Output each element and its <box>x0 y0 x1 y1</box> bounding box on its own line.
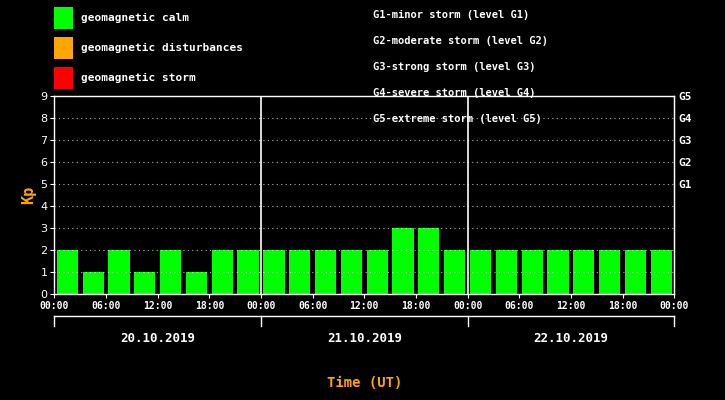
Bar <box>341 250 362 294</box>
Bar <box>625 250 646 294</box>
Bar <box>418 228 439 294</box>
Bar <box>367 250 388 294</box>
Bar <box>57 250 78 294</box>
Text: 20.10.2019: 20.10.2019 <box>120 332 195 344</box>
Text: G4-severe storm (level G4): G4-severe storm (level G4) <box>373 88 536 98</box>
Text: G3-strong storm (level G3): G3-strong storm (level G3) <box>373 62 536 72</box>
Bar <box>289 250 310 294</box>
Text: 22.10.2019: 22.10.2019 <box>534 332 608 344</box>
Text: geomagnetic storm: geomagnetic storm <box>81 73 196 83</box>
Text: Time (UT): Time (UT) <box>327 376 402 390</box>
Bar <box>108 250 130 294</box>
Bar <box>212 250 233 294</box>
Bar <box>263 250 284 294</box>
Bar <box>521 250 543 294</box>
Bar <box>186 272 207 294</box>
Text: G5-extreme storm (level G5): G5-extreme storm (level G5) <box>373 114 542 124</box>
Bar <box>651 250 672 294</box>
Text: G2-moderate storm (level G2): G2-moderate storm (level G2) <box>373 36 548 46</box>
Text: geomagnetic disturbances: geomagnetic disturbances <box>81 43 243 53</box>
Y-axis label: Kp: Kp <box>21 186 36 204</box>
Bar <box>444 250 465 294</box>
Bar <box>573 250 594 294</box>
Text: G1-minor storm (level G1): G1-minor storm (level G1) <box>373 10 530 20</box>
Text: 21.10.2019: 21.10.2019 <box>327 332 402 344</box>
Bar <box>83 272 104 294</box>
Bar <box>470 250 491 294</box>
Bar <box>392 228 414 294</box>
Text: geomagnetic calm: geomagnetic calm <box>81 13 189 23</box>
Bar <box>134 272 155 294</box>
Bar <box>496 250 517 294</box>
Bar <box>160 250 181 294</box>
Bar <box>547 250 568 294</box>
Bar <box>238 250 259 294</box>
Bar <box>599 250 621 294</box>
Bar <box>315 250 336 294</box>
